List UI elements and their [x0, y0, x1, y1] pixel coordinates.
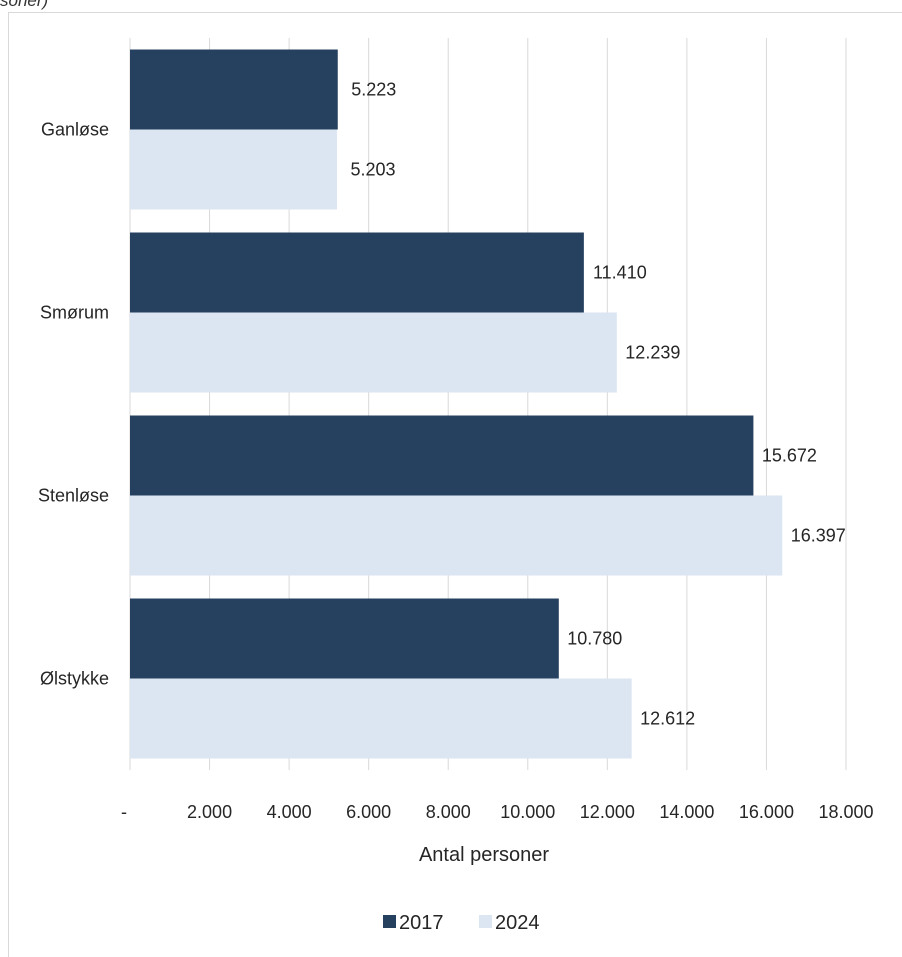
legend: 2017 2024 — [383, 912, 540, 934]
bar-2024 — [130, 312, 617, 393]
data-label: 11.410 — [593, 263, 647, 283]
data-label: 10.780 — [567, 629, 622, 649]
bar-2017 — [130, 232, 584, 313]
x-tick-label: 8.000 — [426, 802, 471, 822]
legend-label: 2024 — [495, 912, 540, 934]
legend-label: 2017 — [399, 912, 444, 934]
data-label: 16.397 — [791, 526, 846, 546]
data-label: 12.612 — [640, 709, 695, 729]
x-tick-label: 14.000 — [659, 802, 714, 822]
x-tick-label: 2.000 — [187, 802, 232, 822]
data-label: 12.239 — [625, 343, 680, 363]
bar-2024 — [130, 678, 632, 759]
x-tick-label: 16.000 — [739, 802, 794, 822]
x-tick-label: 6.000 — [346, 802, 391, 822]
x-axis-ticks: - 2.000 4.000 6.000 8.000 10.000 12.000 14.000 1… — [121, 802, 874, 822]
bars — [130, 49, 783, 759]
data-label: 15.672 — [762, 446, 817, 466]
category-label: Ganløse — [41, 120, 109, 140]
category-label: Stenløse — [38, 486, 109, 506]
category-labels: Ganløse Smørum Stenløse Ølstykke — [38, 120, 109, 689]
bar-2024 — [130, 129, 337, 210]
bar-2017 — [130, 598, 559, 679]
x-tick-label: 4.000 — [267, 802, 312, 822]
chart-caption: soner) — [0, 0, 49, 10]
data-labels: 5.223 5.203 11.410 12.239 15.672 16.397 10.780… — [350, 80, 845, 729]
data-label: 5.203 — [350, 160, 395, 180]
legend-swatch — [383, 915, 396, 928]
chart-frame — [8, 12, 902, 957]
x-tick-label: 10.000 — [500, 802, 555, 822]
category-label: Smørum — [40, 303, 109, 323]
legend-swatch — [479, 915, 492, 928]
x-tick-label: 18.000 — [818, 802, 873, 822]
bar-2017 — [130, 49, 338, 130]
x-tick-label: - — [121, 802, 127, 822]
bar-2024 — [130, 495, 783, 576]
x-tick-label: 12.000 — [580, 802, 635, 822]
x-axis-title: Antal personer — [419, 844, 549, 866]
data-label: 5.223 — [351, 80, 396, 100]
category-label: Ølstykke — [40, 669, 109, 689]
bar-2017 — [130, 415, 754, 496]
